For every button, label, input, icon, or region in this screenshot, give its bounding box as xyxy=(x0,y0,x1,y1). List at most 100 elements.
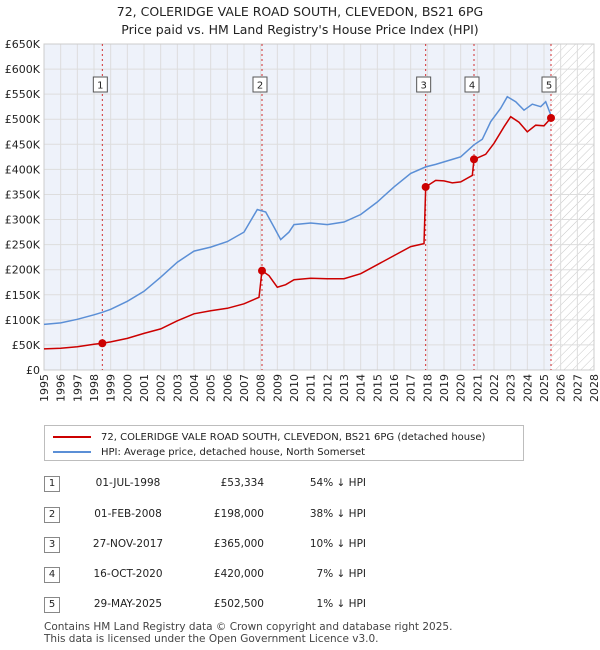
sale-marker-label: 5 xyxy=(546,81,552,92)
sale-row: 1 01-JUL-1998 £53,334 54% ↓ HPI xyxy=(44,476,464,492)
plot-border xyxy=(43,43,595,371)
sale-marker-label: 4 xyxy=(469,81,475,92)
property-series-line xyxy=(43,115,552,350)
y-tick-label: £450K xyxy=(5,138,41,151)
x-tick-label: 2025 xyxy=(538,374,551,402)
sale-point xyxy=(258,266,266,275)
sale-marker-box xyxy=(252,76,268,93)
x-tick-label: 2018 xyxy=(421,374,434,402)
sale-row: 2 01-FEB-2008 £198,000 38% ↓ HPI xyxy=(44,507,464,523)
x-tick-label: 2015 xyxy=(371,374,384,402)
x-tick-label: 2013 xyxy=(338,374,351,402)
y-tick-label: £250K xyxy=(5,239,41,252)
legend-label-hpi: HPI: Average price, detached house, Nort… xyxy=(101,446,366,458)
sale-point xyxy=(547,113,555,122)
sale-date: 16-OCT-2020 xyxy=(93,568,163,580)
sale-point xyxy=(470,155,478,164)
sale-marker-box xyxy=(464,76,480,93)
x-tick-label: 1996 xyxy=(55,374,68,402)
x-tick-label: 1997 xyxy=(71,374,84,402)
sale-marker-label: 2 xyxy=(257,81,263,92)
price-chart: £0 £50K £100K £150K £200K £250K £300K £350K £400… xyxy=(5,38,600,402)
x-tick-label: 2003 xyxy=(171,374,184,402)
y-tick-label: £550K xyxy=(5,88,41,101)
legend-item-hpi: HPI: Average price, detached house, Nort… xyxy=(53,445,365,459)
sale-row: 4 16-OCT-2020 £420,000 7% ↓ HPI xyxy=(44,567,464,583)
sale-row: 5 29-MAY-2025 £502,500 1% ↓ HPI xyxy=(44,597,464,613)
sale-price: £420,000 xyxy=(213,568,264,580)
x-tick-label: 2004 xyxy=(188,374,201,402)
sale-marker-label: 3 xyxy=(420,81,426,92)
sale-marker-box xyxy=(92,76,108,93)
sale-number: 4 xyxy=(44,567,60,583)
x-tick-label: 2027 xyxy=(571,374,584,402)
x-tick-label: 2011 xyxy=(305,374,318,402)
x-tick-label: 2010 xyxy=(288,374,301,402)
x-tick-label: 2001 xyxy=(138,374,151,402)
sale-date: 27-NOV-2017 xyxy=(92,538,164,550)
x-tick-label: 2014 xyxy=(355,374,368,402)
sale-number: 3 xyxy=(44,537,60,553)
x-tick-label: 2012 xyxy=(321,374,334,402)
x-tick-label: 1999 xyxy=(105,374,118,402)
legend-item-property: 72, COLERIDGE VALE ROAD SOUTH, CLEVEDON,… xyxy=(53,430,485,444)
footer-line-2: This data is licensed under the Open Gov… xyxy=(44,633,379,645)
legend-label-property: 72, COLERIDGE VALE ROAD SOUTH, CLEVEDON,… xyxy=(101,431,486,443)
legend: 72, COLERIDGE VALE ROAD SOUTH, CLEVEDON,… xyxy=(44,425,524,461)
x-tick-label: 2023 xyxy=(505,374,518,402)
sale-row: 3 27-NOV-2017 £365,000 10% ↓ HPI xyxy=(44,537,464,553)
legend-swatch-property xyxy=(53,436,91,438)
y-tick-label: £300K xyxy=(5,214,41,227)
sale-hpi-diff: 54% ↓ HPI xyxy=(309,477,366,489)
sale-hpi-diff: 10% ↓ HPI xyxy=(309,538,366,550)
x-tick-label: 2007 xyxy=(238,374,251,402)
sale-date: 29-MAY-2025 xyxy=(93,598,163,610)
x-tick-label: 2008 xyxy=(255,374,268,402)
title-line-1: 72, COLERIDGE VALE ROAD SOUTH, CLEVEDON,… xyxy=(116,4,484,19)
sale-number: 1 xyxy=(44,476,60,492)
x-tick-label: 2006 xyxy=(221,374,234,402)
sale-marker-box xyxy=(416,76,432,93)
x-tick-label: 2017 xyxy=(405,374,418,402)
y-tick-label: £650K xyxy=(5,38,41,51)
x-tick-label: 2002 xyxy=(155,374,168,402)
x-tick-label: 2009 xyxy=(271,374,284,402)
y-tick-label: £400K xyxy=(5,163,41,176)
sale-hpi-diff: 1% ↓ HPI xyxy=(316,598,366,610)
x-tick-label: 2022 xyxy=(488,374,501,402)
x-tick-label: 2028 xyxy=(588,374,600,402)
hpi-series-line xyxy=(43,95,552,326)
x-tick-label: 2020 xyxy=(455,374,468,402)
x-tick-label: 2005 xyxy=(205,374,218,402)
y-tick-label: £150K xyxy=(5,289,41,302)
footer-line-1: Contains HM Land Registry data © Crown c… xyxy=(44,621,453,633)
sale-marker-label: 1 xyxy=(97,81,103,92)
x-tick-label: 2021 xyxy=(471,374,484,402)
sale-price: £502,500 xyxy=(213,598,264,610)
sale-date: 01-FEB-2008 xyxy=(94,508,162,520)
title-line-2: Price paid vs. HM Land Registry's House … xyxy=(121,22,479,37)
x-tick-label: 2026 xyxy=(555,374,568,402)
y-tick-label: £350K xyxy=(5,188,41,201)
x-tick-label: 2016 xyxy=(388,374,401,402)
chart-title: 72, COLERIDGE VALE ROAD SOUTH, CLEVEDON,… xyxy=(0,3,600,39)
y-tick-label: £0 xyxy=(26,364,40,377)
sale-price: £198,000 xyxy=(213,508,264,520)
y-tick-label: £600K xyxy=(5,63,41,76)
sale-point xyxy=(421,182,430,191)
forecast-region-hatch xyxy=(551,44,594,370)
sale-point xyxy=(98,339,107,348)
sale-price: £365,000 xyxy=(213,538,264,550)
x-tick-label: 1995 xyxy=(38,374,51,402)
sale-number: 2 xyxy=(44,507,60,523)
sale-marker-box xyxy=(541,76,557,93)
x-tick-label: 2019 xyxy=(438,374,451,402)
y-tick-label: £500K xyxy=(5,113,41,126)
y-tick-label: £100K xyxy=(5,314,41,327)
sale-number: 5 xyxy=(44,597,60,613)
sale-hpi-diff: 38% ↓ HPI xyxy=(309,508,366,520)
footer-note: Contains HM Land Registry data © Crown c… xyxy=(44,621,452,645)
legend-swatch-hpi xyxy=(53,451,91,453)
x-tick-label: 2024 xyxy=(521,374,534,402)
sale-date: 01-JUL-1998 xyxy=(95,477,161,489)
